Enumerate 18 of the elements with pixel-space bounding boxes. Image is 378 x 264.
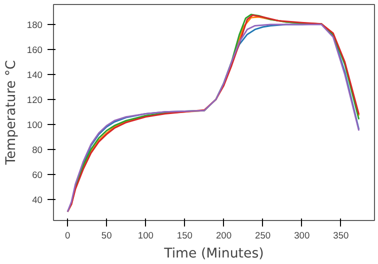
x-tick-label: 250 bbox=[255, 230, 271, 240]
x-axis-title: Time (Minutes) bbox=[163, 246, 264, 262]
y-tick-label: 40 bbox=[32, 194, 43, 205]
y-tick-label: 160 bbox=[26, 44, 43, 55]
y-tick-label: 100 bbox=[26, 120, 43, 130]
y-axis-title: Temperature °C bbox=[4, 60, 19, 166]
y-tick-label: 60 bbox=[32, 170, 43, 180]
x-tick-label: 100 bbox=[138, 230, 154, 240]
y-tick-label: 120 bbox=[26, 94, 43, 105]
x-tick-label: 200 bbox=[216, 230, 232, 240]
x-tick-label: 50 bbox=[101, 230, 112, 240]
y-tick-label: 140 bbox=[26, 70, 43, 80]
x-tick-label: 0 bbox=[64, 230, 70, 240]
x-tick-label: 300 bbox=[294, 230, 310, 240]
x-tick-label: 350 bbox=[333, 230, 349, 240]
x-tick-label: 150 bbox=[176, 230, 193, 240]
y-tick-label: 180 bbox=[26, 20, 43, 30]
y-tick-label: 80 bbox=[32, 144, 43, 155]
